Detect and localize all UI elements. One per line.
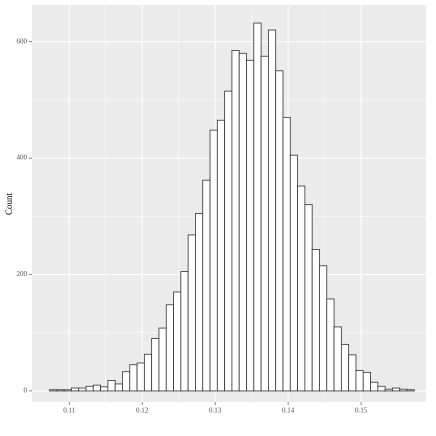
x-tick-label: 0.13 [209,407,222,415]
bar [49,389,58,392]
bar [231,50,240,392]
bar [238,52,247,392]
bar [326,298,335,392]
bar [348,354,357,392]
x-tick-label: 0.14 [282,407,295,415]
bar [100,386,109,392]
bar [180,271,189,392]
bar [333,326,342,392]
y-tick-label: 400 [17,154,28,162]
bar [122,371,131,392]
bar [78,387,87,392]
x-tick-label: 0.15 [355,407,368,415]
bar [56,389,65,392]
bar [399,388,408,392]
bar [289,154,298,392]
bar [92,384,101,392]
bar [246,59,255,392]
bar [129,364,138,392]
bar [216,119,226,392]
bar [275,70,284,392]
bar [319,265,328,392]
bar [143,353,153,392]
bar [209,129,218,392]
bar [260,55,269,392]
bar [151,338,160,392]
bar [304,204,313,392]
bar [311,249,320,392]
bar [173,291,182,392]
bar [370,381,379,392]
bar [107,380,116,392]
bar [253,22,262,392]
bar [136,362,145,392]
bar [355,370,364,392]
bar [187,234,196,392]
x-tick-label: 0.11 [63,407,75,415]
bar [267,29,277,392]
bar [114,383,123,392]
bar [165,304,174,392]
bar [340,343,350,392]
bar [392,387,401,392]
bar [384,388,393,392]
y-tick-label: 200 [17,270,28,278]
bar [195,212,204,392]
bar [406,389,415,392]
bar [202,179,211,392]
bar [282,116,291,392]
bar [224,90,233,392]
bar [377,385,386,392]
y-tick-label: 0 [24,387,28,395]
x-tick-label: 0.12 [136,407,149,415]
bar [362,371,371,392]
y-tick-label: 600 [17,37,28,45]
y-axis-label: Count [4,193,14,216]
bar [85,385,94,392]
bar [297,185,306,392]
bar [158,327,167,392]
bar [71,387,80,392]
bar [63,389,72,392]
